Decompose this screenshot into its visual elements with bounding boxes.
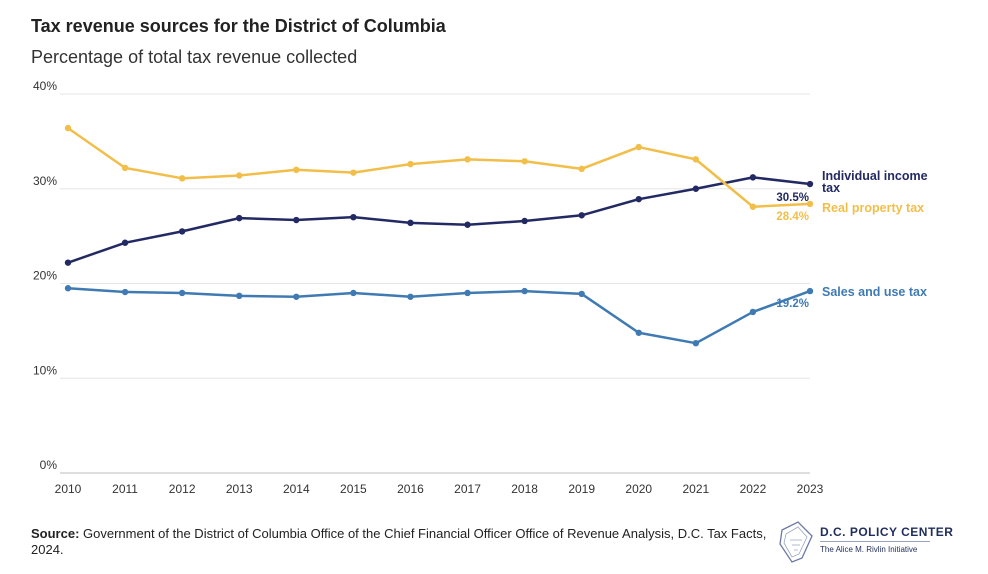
- x-tick-label: 2019: [568, 482, 595, 496]
- series-line-property: [67, 127, 811, 209]
- data-point-property: [749, 203, 757, 210]
- data-point-property: [121, 164, 129, 172]
- data-point-sales: [806, 287, 814, 295]
- x-tick-label: 2011: [112, 482, 138, 496]
- data-point-income: [64, 259, 72, 266]
- y-tick-label: 0%: [40, 458, 58, 472]
- data-point-sales: [464, 289, 471, 297]
- dc-map-icon: [779, 521, 813, 563]
- data-point-sales: [521, 287, 528, 295]
- data-point-income: [236, 214, 243, 222]
- data-point-property: [806, 200, 814, 208]
- y-tick-label: 10%: [33, 363, 57, 377]
- end-value-label-sales: 19.2%: [776, 298, 809, 310]
- x-tick-label: 2020: [625, 482, 652, 496]
- data-point-property: [578, 165, 585, 173]
- series-line-income: [67, 176, 811, 264]
- x-tick-label: 2014: [283, 482, 310, 496]
- data-point-property: [178, 175, 186, 182]
- data-point-sales: [635, 329, 642, 336]
- data-point-sales: [236, 292, 243, 300]
- data-point-sales: [350, 289, 357, 297]
- logo-name: D.C. POLICY CENTER: [820, 525, 954, 539]
- source-text: Government of the District of Columbia O…: [31, 526, 767, 557]
- y-tick-label: 30%: [33, 174, 57, 188]
- series-line-sales: [67, 286, 811, 345]
- series-label-income: tax: [822, 181, 840, 195]
- dc-policy-center-logo: D.C. POLICY CENTER The Alice M. Rivlin I…: [776, 518, 976, 566]
- data-point-income: [350, 213, 357, 221]
- data-point-sales: [749, 308, 757, 316]
- chart-subtitle: Percentage of total tax revenue collecte…: [31, 47, 358, 67]
- data-point-sales: [692, 339, 700, 347]
- series-label-sales: Sales and use tax: [822, 285, 927, 299]
- data-point-income: [293, 216, 300, 224]
- x-tick-label: 2022: [740, 482, 767, 496]
- data-point-income: [121, 239, 129, 246]
- x-tick-label: 2023: [797, 482, 824, 496]
- chart-title: Tax revenue sources for the District of …: [31, 16, 446, 36]
- series-label-property: Real property tax: [822, 201, 924, 215]
- data-point-sales: [121, 288, 129, 296]
- x-tick-label: 2015: [340, 482, 367, 496]
- data-point-income: [635, 195, 642, 203]
- y-tick-label: 20%: [33, 269, 57, 283]
- data-point-sales: [578, 290, 585, 298]
- source-label: Source:: [31, 526, 80, 541]
- data-point-sales: [64, 285, 72, 292]
- end-value-label-income: 30.5%: [776, 192, 809, 204]
- data-point-income: [806, 180, 814, 188]
- data-point-income: [692, 185, 700, 192]
- source-note: Source: Government of the District of Co…: [31, 526, 776, 558]
- data-point-property: [692, 156, 700, 163]
- x-tick-label: 2017: [454, 482, 481, 496]
- x-tick-label: 2012: [169, 482, 196, 496]
- data-point-income: [464, 221, 471, 228]
- data-point-income: [407, 219, 414, 227]
- x-tick-label: 2018: [511, 482, 538, 496]
- data-point-property: [350, 169, 357, 176]
- end-value-label-property: 28.4%: [776, 211, 809, 223]
- data-point-income: [178, 228, 186, 235]
- logo-divider: [820, 541, 930, 542]
- y-tick-label: 40%: [33, 79, 57, 93]
- data-point-property: [64, 124, 72, 132]
- data-point-sales: [293, 293, 300, 300]
- x-tick-label: 2016: [397, 482, 424, 496]
- x-tick-label: 2010: [55, 482, 82, 496]
- x-tick-label: 2013: [226, 482, 253, 496]
- series-label-income: Individual income: [822, 169, 928, 183]
- data-point-property: [635, 143, 642, 151]
- data-point-income: [578, 212, 585, 219]
- data-point-sales: [178, 289, 186, 297]
- data-point-property: [407, 160, 414, 168]
- data-point-income: [749, 174, 757, 181]
- data-point-property: [236, 172, 243, 179]
- data-point-property: [293, 166, 300, 173]
- data-point-income: [521, 217, 528, 225]
- logo-tagline: The Alice M. Rivlin Initiative: [820, 545, 918, 554]
- data-point-property: [464, 156, 471, 163]
- x-tick-label: 2021: [682, 482, 709, 496]
- data-point-property: [521, 158, 528, 165]
- data-point-sales: [407, 293, 414, 300]
